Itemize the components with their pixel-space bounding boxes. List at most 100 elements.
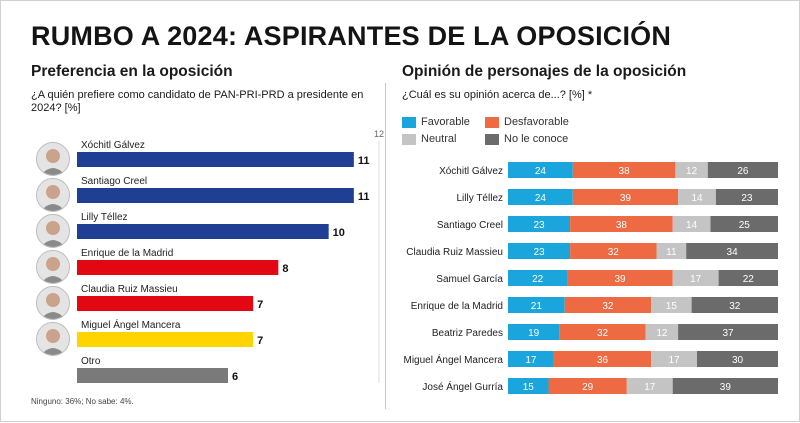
no-conoce-swatch <box>485 133 499 145</box>
opinion-segment <box>548 378 627 394</box>
opinion-value-label: 15 <box>666 301 678 312</box>
opinion-value-label: 39 <box>614 274 626 285</box>
opinion-segment <box>508 243 571 259</box>
bar-value-label: 6 <box>232 371 238 383</box>
footnote: Ninguno: 36%; No sabe: 4%. <box>31 397 134 406</box>
opinion-segment <box>564 297 652 313</box>
opinion-value-label: 22 <box>532 274 544 285</box>
right-question: ¿Cuál es su opinión acerca de...? [%] * <box>402 89 593 101</box>
opinion-segment <box>710 216 778 232</box>
opinion-value-label: 23 <box>741 193 753 204</box>
legend-neutral: Neutral <box>402 133 456 145</box>
preference-bar <box>77 224 329 239</box>
opinion-value-label: 14 <box>691 193 703 204</box>
axis-max-label: 12 <box>374 129 384 139</box>
opinion-segment <box>675 162 708 178</box>
opinion-segment <box>707 162 778 178</box>
legend-desfavorable-label: Desfavorable <box>504 116 569 128</box>
left-question: ¿A quién prefiere como candidato de PAN-… <box>31 89 364 114</box>
opinion-segment <box>553 351 652 367</box>
opinion-value-label: 29 <box>582 382 594 393</box>
opinion-category-label: Xóchitl Gálvez <box>439 166 503 177</box>
opinion-value-label: 39 <box>720 382 732 393</box>
opinion-value-label: 36 <box>597 355 609 366</box>
person-icon <box>37 215 69 247</box>
candidate-photo <box>36 142 70 176</box>
opinion-value-label: 24 <box>535 166 547 177</box>
person-icon <box>37 323 69 355</box>
bar-category-label: Otro <box>81 356 101 367</box>
opinion-segment <box>567 270 673 286</box>
opinion-value-label: 21 <box>531 301 543 312</box>
opinion-category-label: Samuel García <box>436 274 503 285</box>
opinion-segment <box>508 216 571 232</box>
opinion-segment <box>718 270 778 286</box>
opinion-category-label: Miguel Ángel Mancera <box>404 353 504 366</box>
opinion-value-label: 12 <box>686 166 698 177</box>
opinion-value-label: 17 <box>525 355 537 366</box>
bar-category-label: Enrique de la Madrid <box>81 248 173 259</box>
opinion-value-label: 32 <box>602 301 614 312</box>
preference-bar <box>77 260 279 275</box>
opinion-segment <box>672 378 778 394</box>
opinion-segment <box>508 162 573 178</box>
opinion-segment <box>656 243 687 259</box>
opinion-value-label: 38 <box>619 166 631 177</box>
opinion-value-label: 17 <box>690 274 702 285</box>
legend-no-conoce-label: No le conoce <box>504 133 569 145</box>
favorable-swatch <box>402 116 416 128</box>
preference-bar <box>77 332 254 347</box>
opinion-segment <box>651 351 697 367</box>
left-subtitle: Preferencia en la oposición <box>31 63 233 80</box>
person-icon <box>37 251 69 283</box>
opinion-value-label: 12 <box>656 328 668 339</box>
opinion-segment <box>508 297 565 313</box>
opinion-segment <box>508 189 573 205</box>
opinion-segment <box>570 243 657 259</box>
opinion-category-label: Enrique de la Madrid <box>411 301 503 312</box>
right-subtitle: Opinión de personajes de la oposición <box>402 63 687 80</box>
opinion-value-label: 26 <box>737 166 749 177</box>
bar-category-label: Lilly Téllez <box>81 212 128 223</box>
legend-no-conoce: No le conoce <box>485 133 568 145</box>
opinion-segment <box>508 324 560 340</box>
opinion-segment <box>508 378 549 394</box>
opinion-value-label: 32 <box>608 247 620 258</box>
bar-category-label: Xóchitl Gálvez <box>81 140 145 151</box>
opinion-value-label: 14 <box>686 220 698 231</box>
opinion-value-label: 17 <box>644 382 656 393</box>
bar-value-label: 7 <box>257 335 263 347</box>
bar-value-label: 10 <box>333 227 345 239</box>
opinion-segment <box>570 216 673 232</box>
bar-value-label: 11 <box>358 155 370 167</box>
opinion-segment <box>508 270 568 286</box>
opinion-segment <box>626 378 673 394</box>
person-icon <box>37 143 69 175</box>
bar-category-label: Santiago Creel <box>81 176 147 187</box>
preference-bar <box>77 152 354 167</box>
opinion-value-label: 19 <box>528 328 540 339</box>
opinion-category-label: Santiago Creel <box>437 220 503 231</box>
candidate-photo <box>36 286 70 320</box>
bar-value-label: 8 <box>282 263 288 275</box>
legend-favorable-label: Favorable <box>421 116 470 128</box>
opinion-value-label: 17 <box>668 355 680 366</box>
opinion-category-label: José Ángel Gurría <box>422 380 503 393</box>
opinion-segment <box>697 351 778 367</box>
opinion-value-label: 30 <box>732 355 744 366</box>
bar-value-label: 7 <box>257 299 263 311</box>
opinion-segment <box>691 297 778 313</box>
bar-category-label: Claudia Ruiz Massieu <box>81 284 178 295</box>
opinion-value-label: 24 <box>535 193 547 204</box>
legend-favorable: Favorable <box>402 116 470 128</box>
opinion-category-label: Lilly Téllez <box>457 193 504 204</box>
opinion-value-label: 37 <box>722 328 734 339</box>
opinion-segment <box>686 243 778 259</box>
candidate-photo <box>36 250 70 284</box>
opinion-value-label: 15 <box>523 382 535 393</box>
bar-value-label: 11 <box>358 191 370 203</box>
opinion-segment <box>572 189 679 205</box>
legend-neutral-label: Neutral <box>421 133 457 145</box>
